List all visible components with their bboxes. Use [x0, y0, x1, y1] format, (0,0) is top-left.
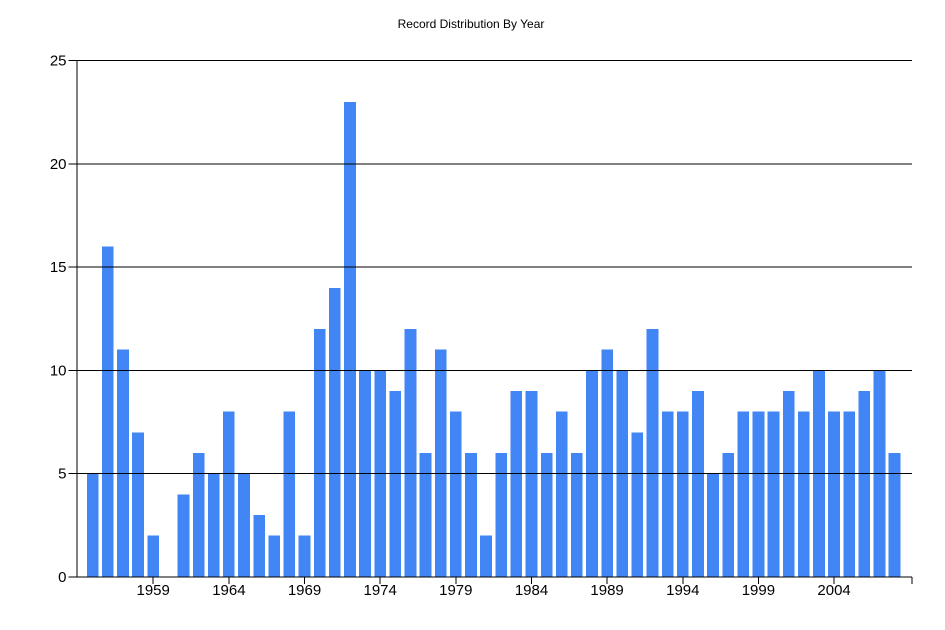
bar-1984	[525, 391, 538, 577]
bar-1993	[661, 411, 674, 577]
bar-2008	[888, 453, 901, 577]
x-tick-label-1979: 1979	[439, 582, 472, 599]
bar-1992	[646, 329, 659, 577]
grid-group	[68, 60, 913, 584]
bar-1956	[101, 246, 114, 577]
bar-1987	[571, 453, 583, 577]
bar-1967	[268, 535, 281, 577]
chart-title: Record Distribution By Year	[398, 17, 545, 31]
bar-1977	[419, 453, 432, 577]
bar-1968	[283, 411, 296, 577]
bar-1958	[132, 432, 144, 577]
y-tick-label-5: 5	[58, 466, 66, 483]
bar-2004	[828, 411, 840, 577]
bar-2006	[858, 391, 871, 577]
bar-1969	[298, 535, 311, 577]
bar-1996	[707, 473, 719, 577]
bar-1995	[692, 391, 704, 577]
bar-1998	[737, 411, 750, 577]
y-tick-label-20: 20	[50, 156, 67, 173]
x-tick-label-2004: 2004	[817, 582, 850, 599]
bar-1980	[465, 453, 477, 577]
bar-1979	[449, 411, 462, 577]
bars-group	[86, 101, 901, 577]
x-tick-label-1989: 1989	[590, 582, 623, 599]
bar-1991	[631, 432, 644, 577]
x-tick-label-1999: 1999	[742, 582, 775, 599]
bar-1962	[192, 453, 205, 577]
x-tick-label-1974: 1974	[364, 582, 397, 599]
bar-1963	[207, 473, 220, 577]
bar-1972	[344, 101, 356, 577]
bar-1989	[601, 349, 613, 577]
bar-1981	[480, 535, 492, 577]
x-tick-label-1964: 1964	[212, 582, 245, 599]
bar-1994	[676, 411, 689, 577]
bar-1961	[177, 494, 190, 577]
y-tick-label-25: 25	[50, 53, 67, 70]
bar-1966	[253, 515, 265, 577]
bar-1971	[328, 287, 341, 577]
bar-1959	[147, 535, 160, 577]
bar-1978	[434, 349, 447, 577]
bar-1983	[510, 391, 523, 577]
y-tick-label-10: 10	[50, 362, 67, 379]
bar-1982	[495, 453, 508, 577]
bar-1999	[752, 411, 765, 577]
bar-1965	[238, 473, 250, 577]
bar-1970	[313, 329, 326, 577]
bar-1985	[540, 453, 553, 577]
x-tick-label-1959: 1959	[137, 582, 170, 599]
bar-2005	[843, 411, 856, 577]
x-tick-label-1994: 1994	[666, 582, 699, 599]
x-tick-label-1969: 1969	[288, 582, 321, 599]
bar-2001	[782, 391, 795, 577]
axis-labels-group: 0 5 10 15 20 25 1959 1964 1969 1974 1979 1984 1989 19…	[50, 53, 851, 600]
y-tick-label-15: 15	[50, 259, 67, 276]
bar-2000	[767, 411, 780, 577]
bar-1997	[722, 453, 735, 577]
bar-2002	[797, 411, 810, 577]
y-tick-label-0: 0	[58, 569, 66, 586]
bar-1976	[404, 329, 417, 577]
bar-1957	[117, 349, 129, 577]
bar-1964	[223, 411, 235, 577]
bar-1986	[555, 411, 568, 577]
bar-1955	[86, 473, 99, 577]
bar-1975	[389, 391, 402, 577]
x-tick-label-1984: 1984	[515, 582, 548, 599]
